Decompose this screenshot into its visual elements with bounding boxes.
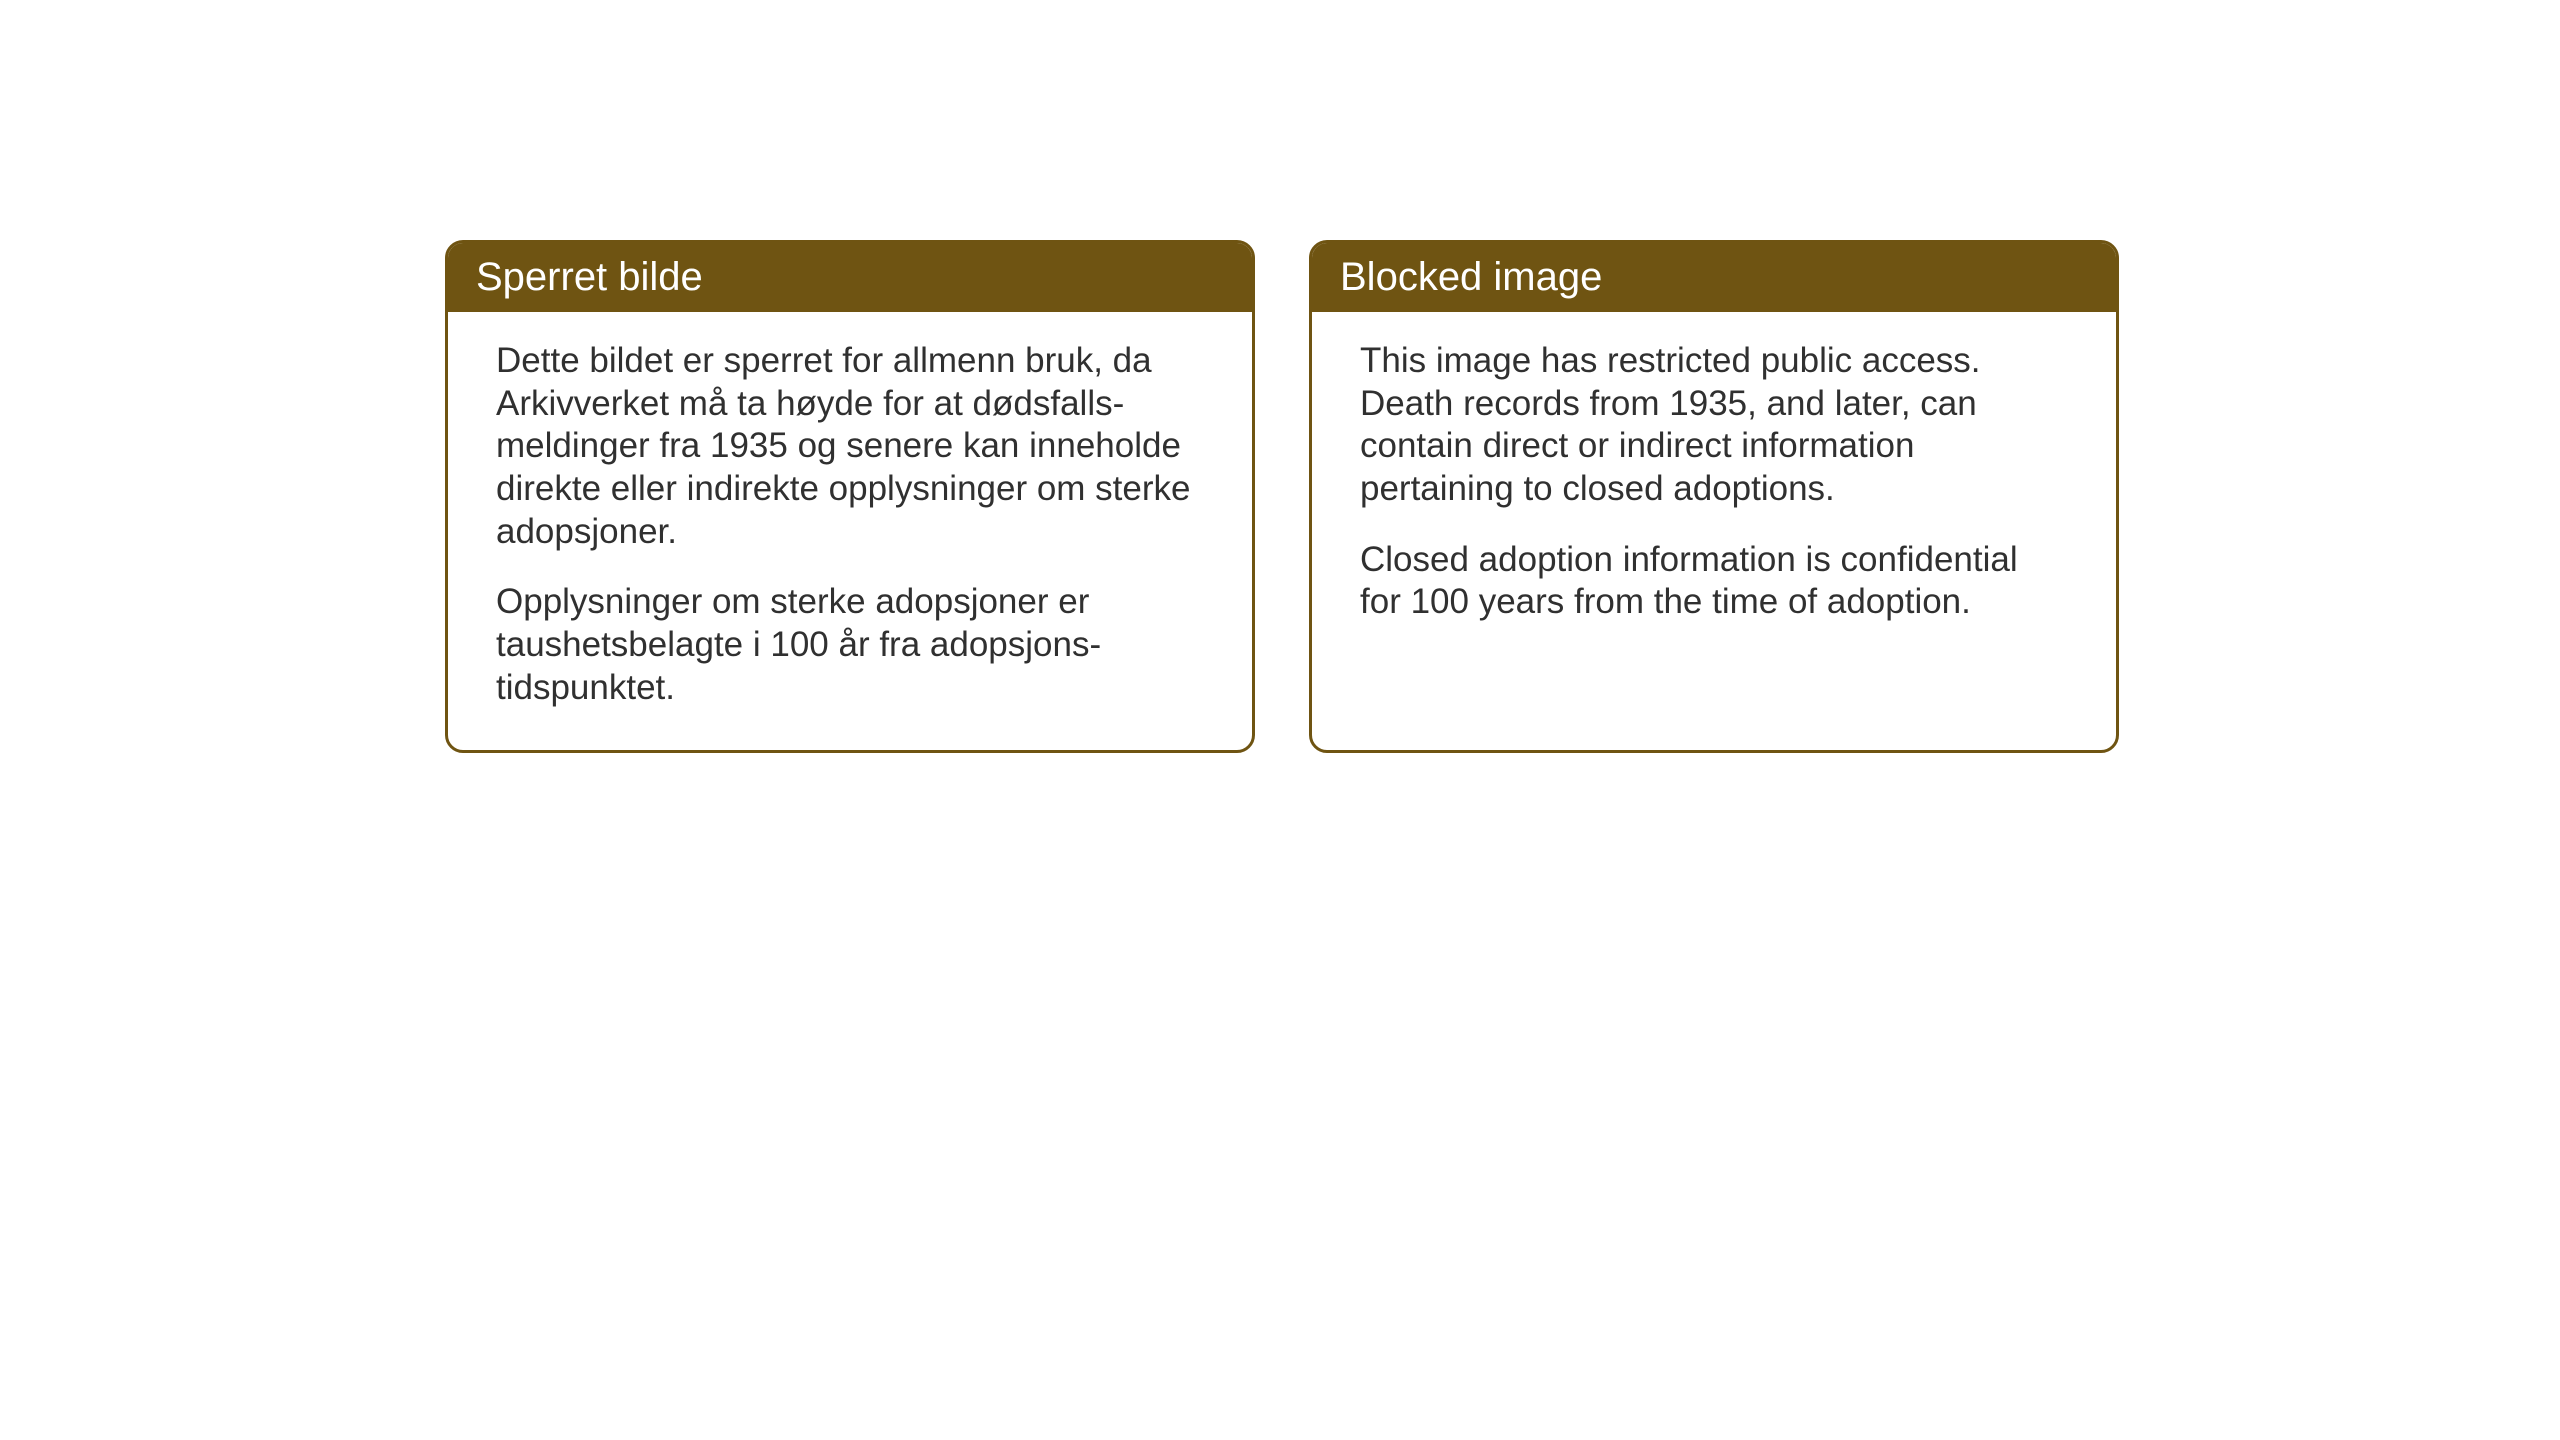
card-title-english: Blocked image <box>1340 255 1602 299</box>
notice-container: Sperret bilde Dette bildet er sperret fo… <box>0 0 2560 753</box>
card-header-norwegian: Sperret bilde <box>448 243 1252 312</box>
notice-card-english: Blocked image This image has restricted … <box>1309 240 2119 753</box>
notice-paragraph-2-english: Closed adoption information is confident… <box>1360 539 2068 624</box>
card-body-english: This image has restricted public access.… <box>1312 312 2116 664</box>
notice-paragraph-1-norwegian: Dette bildet er sperret for allmenn bruk… <box>496 340 1204 553</box>
card-title-norwegian: Sperret bilde <box>476 255 703 299</box>
card-header-english: Blocked image <box>1312 243 2116 312</box>
notice-paragraph-2-norwegian: Opplysninger om sterke adopsjoner er tau… <box>496 581 1204 709</box>
card-body-norwegian: Dette bildet er sperret for allmenn bruk… <box>448 312 1252 750</box>
notice-card-norwegian: Sperret bilde Dette bildet er sperret fo… <box>445 240 1255 753</box>
notice-paragraph-1-english: This image has restricted public access.… <box>1360 340 2068 511</box>
